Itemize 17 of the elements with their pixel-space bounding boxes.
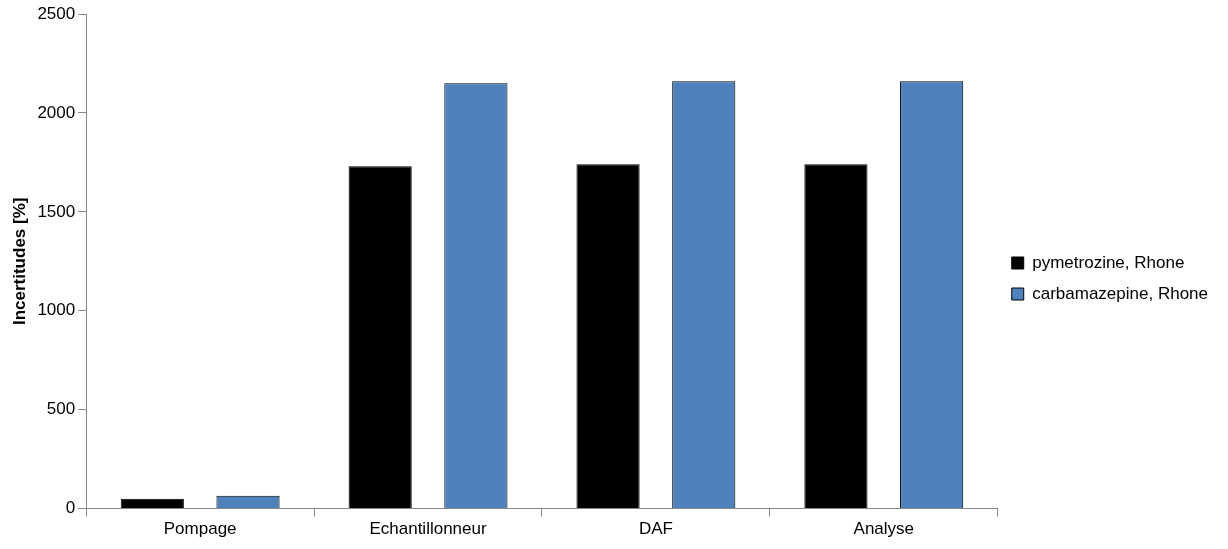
bar: [120, 498, 184, 509]
y-tick-label: 2500: [37, 3, 76, 23]
x-tick-label: Echantillonneur: [369, 519, 487, 539]
y-axis-title: Incertitudes [%]: [9, 197, 29, 326]
x-tick-label: Pompage: [163, 519, 237, 539]
bar: [348, 166, 412, 509]
x-tick-label: Analyse: [853, 519, 915, 539]
y-tick-label: 1500: [37, 201, 76, 221]
bar: [576, 164, 640, 509]
y-tick-label: 2000: [37, 102, 76, 122]
y-tick-label: 1000: [37, 300, 76, 320]
legend-label: carbamazepine, Rhone: [1032, 283, 1208, 303]
bar: [804, 164, 868, 509]
x-tick-label: DAF: [638, 519, 673, 539]
y-tick-label: 500: [46, 399, 76, 419]
legend-label: pymetrozine, Rhone: [1032, 252, 1185, 272]
y-tick-label: 0: [65, 498, 76, 518]
